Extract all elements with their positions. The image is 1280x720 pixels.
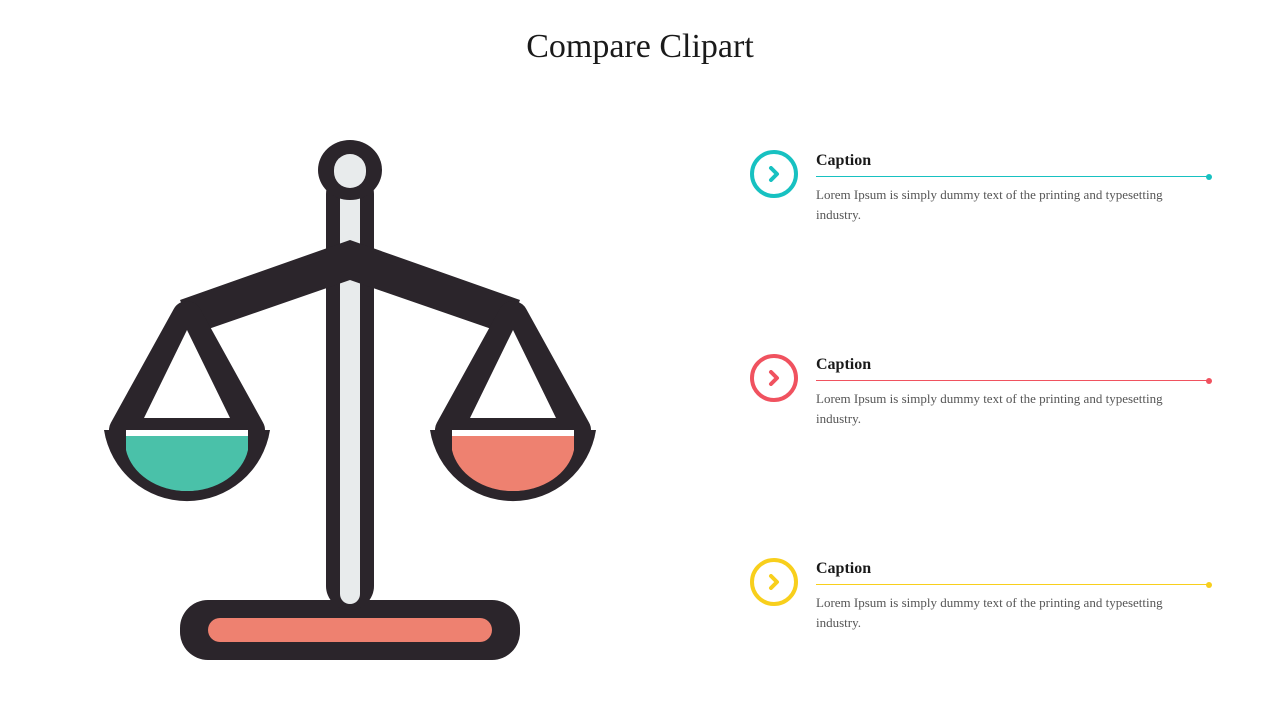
- caption-body: Caption Lorem Ipsum is simply dummy text…: [816, 558, 1210, 632]
- caption-title: Caption: [816, 152, 1210, 170]
- slide-title: Compare Clipart: [0, 28, 1280, 66]
- caption-title: Caption: [816, 560, 1210, 578]
- caption-description: Lorem Ipsum is simply dummy text of the …: [816, 185, 1210, 224]
- caption-description: Lorem Ipsum is simply dummy text of the …: [816, 593, 1210, 632]
- caption-list: Caption Lorem Ipsum is simply dummy text…: [750, 150, 1210, 632]
- caption-item: Caption Lorem Ipsum is simply dummy text…: [750, 150, 1210, 224]
- chevron-right-icon: [750, 150, 798, 198]
- caption-body: Caption Lorem Ipsum is simply dummy text…: [816, 150, 1210, 224]
- caption-item: Caption Lorem Ipsum is simply dummy text…: [750, 558, 1210, 632]
- caption-body: Caption Lorem Ipsum is simply dummy text…: [816, 354, 1210, 428]
- caption-item: Caption Lorem Ipsum is simply dummy text…: [750, 354, 1210, 428]
- caption-description: Lorem Ipsum is simply dummy text of the …: [816, 389, 1210, 428]
- caption-title: Caption: [816, 356, 1210, 374]
- balance-scale-icon: [90, 130, 610, 670]
- chevron-right-icon: [750, 558, 798, 606]
- caption-underline: [816, 176, 1210, 177]
- caption-underline: [816, 584, 1210, 585]
- caption-underline: [816, 380, 1210, 381]
- chevron-right-icon: [750, 354, 798, 402]
